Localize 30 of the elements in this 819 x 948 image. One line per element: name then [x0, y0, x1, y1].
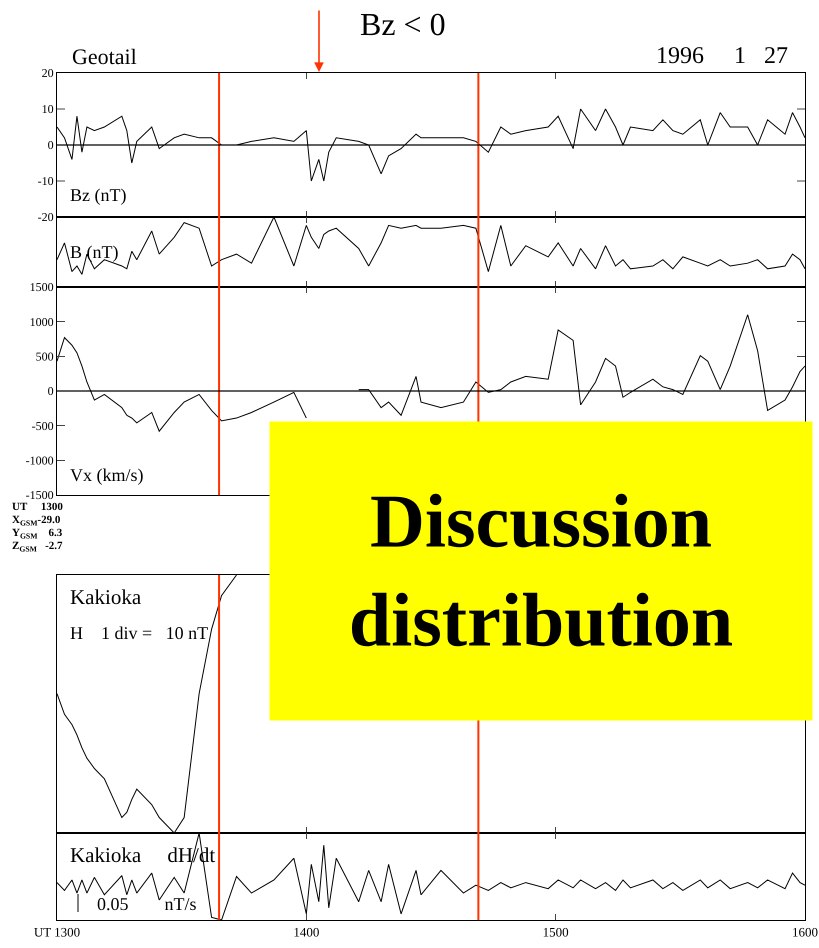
chart-title: Geotail [72, 44, 137, 69]
y-tick-label: 10 [42, 102, 54, 116]
text: Y$_{GSM}$ 6.3 [12, 527, 62, 540]
y-tick-label: -500 [32, 418, 54, 433]
x-tick-label: 1400 [293, 924, 320, 940]
y-tick-label: 1000 [30, 314, 54, 329]
y-axis-title: Bz (nT) [70, 185, 126, 205]
y-tick-label: -10 [38, 174, 54, 188]
y-axis-title: Vx (km/s) [70, 465, 144, 485]
y-axis-title: B (nT) [70, 242, 118, 262]
text: UT 1300 [12, 501, 64, 513]
y-tick-label: 0 [48, 138, 54, 152]
text: 1996 1 27 [656, 43, 788, 69]
x-tick-label: UT 1300 [34, 924, 80, 940]
annotation: H 1 div = 10 nT [70, 623, 208, 643]
text: Bz < 0 [360, 6, 446, 42]
y-tick-label: 1500 [30, 280, 54, 294]
y-tick-label: -20 [38, 210, 54, 224]
text: Z$_{GSM}$ -2.7 [12, 540, 64, 554]
annotation: Discussion distribution [348, 480, 734, 662]
annotation: 0.05 nT/s [97, 894, 197, 914]
x-tick-label: 1600 [792, 924, 818, 940]
y-tick-label: -1500 [26, 488, 54, 502]
y-tick-label: 500 [36, 350, 54, 364]
y-tick-label: -1000 [26, 454, 54, 468]
text: X$_{GSM}$-29.0 [12, 514, 61, 528]
y-tick-label: 0 [48, 384, 54, 398]
y-tick-label: 20 [42, 66, 54, 80]
text: Kakioka [70, 585, 142, 609]
x-tick-label: 1500 [542, 924, 569, 940]
